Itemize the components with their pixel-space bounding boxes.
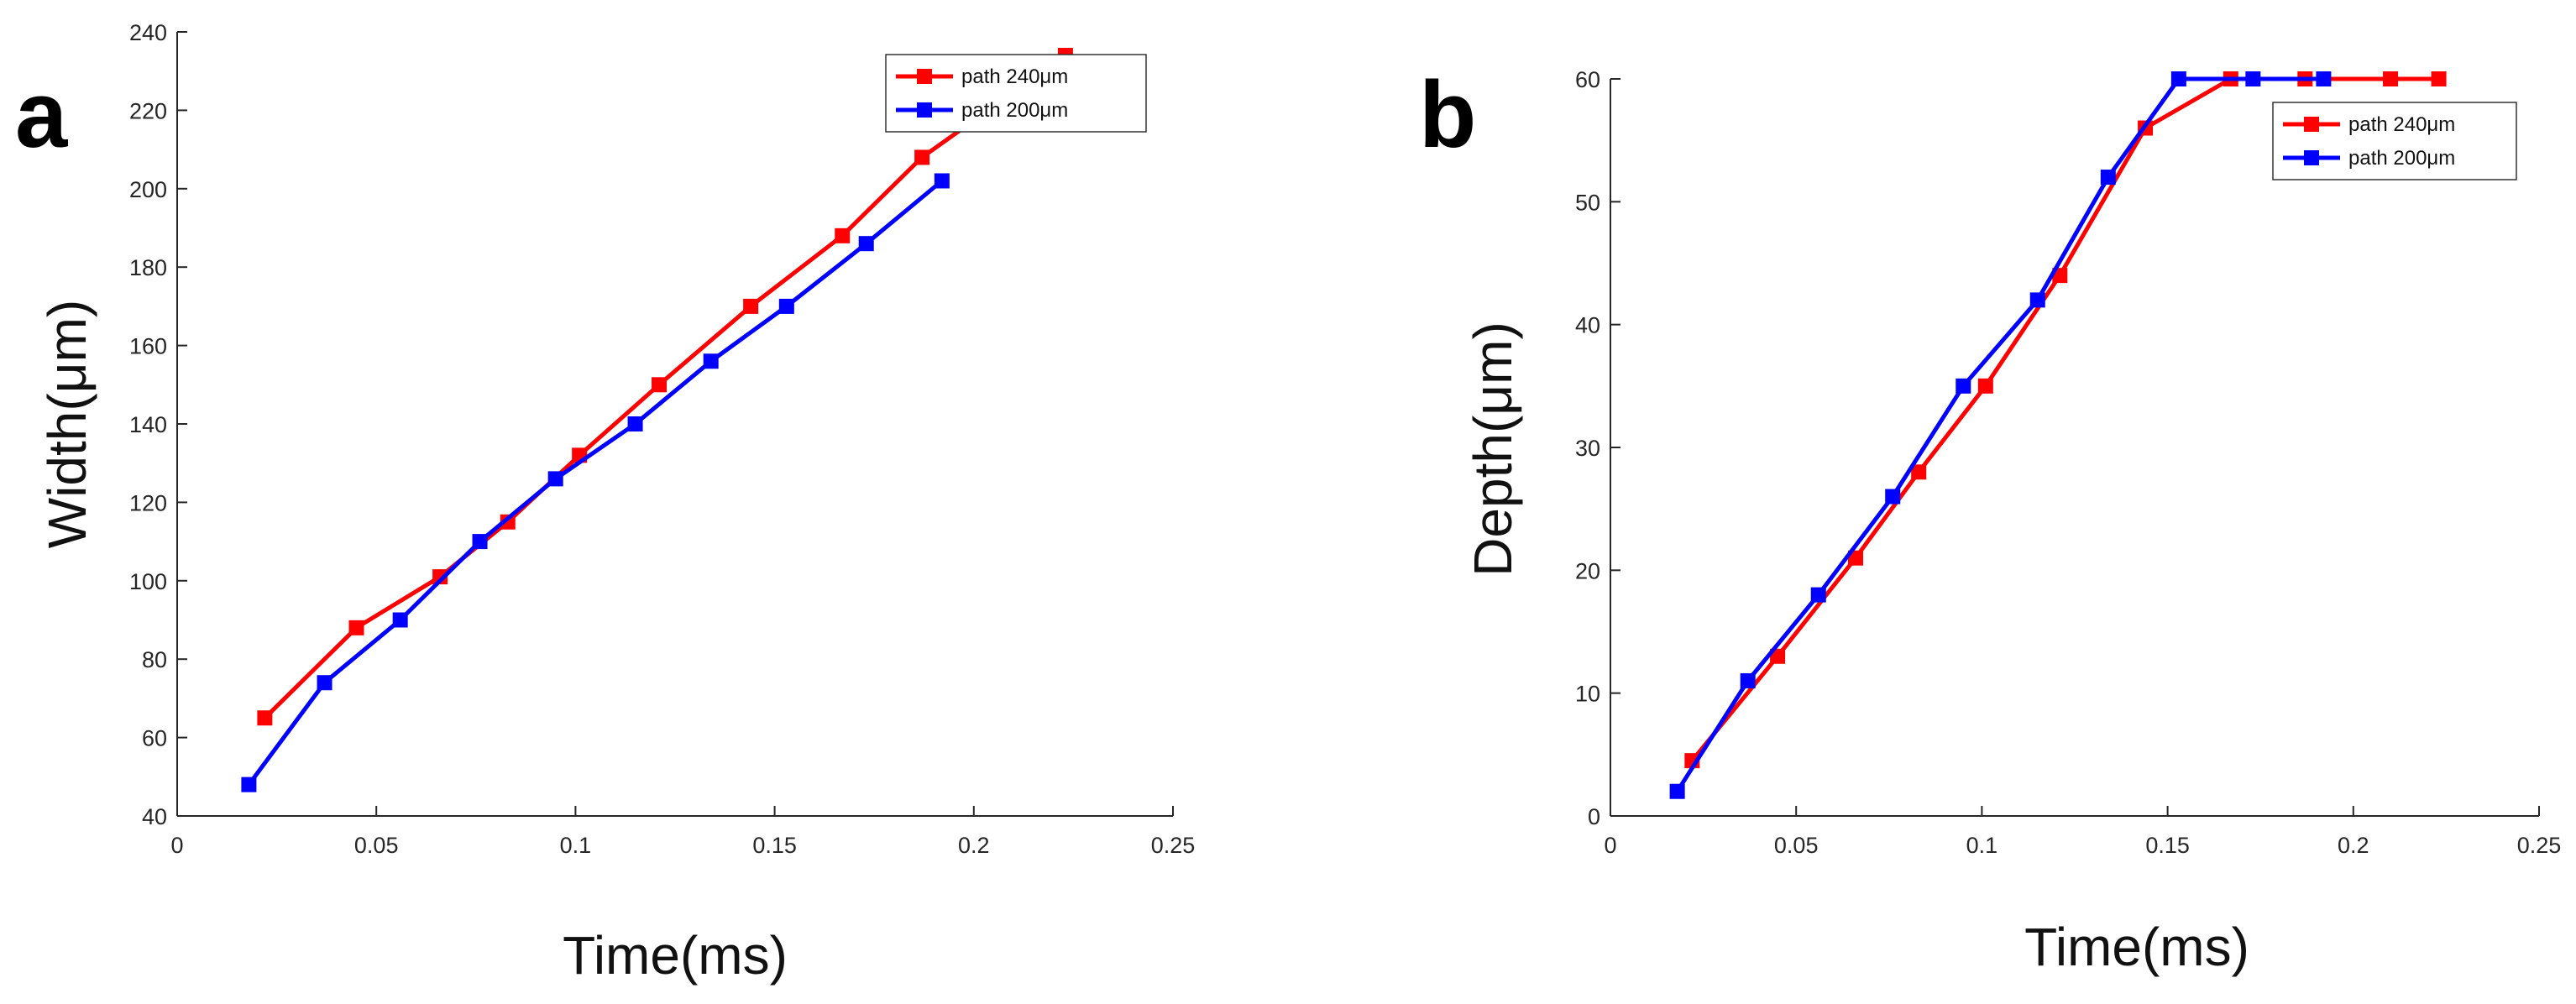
- data-point-marker: [392, 612, 408, 628]
- series-line-path-240: [1690, 76, 2439, 762]
- y-tick-label: 30: [1575, 436, 1600, 461]
- data-point-marker: [1810, 587, 1826, 603]
- legend-entry-label: path 200μm: [2348, 147, 2455, 170]
- y-tick-label: 60: [1575, 67, 1600, 92]
- y-tick-label: 0: [1588, 804, 1600, 829]
- legend: path 240μm path 200μm: [2272, 102, 2517, 180]
- x-tick-label: 0.1: [1966, 833, 1998, 858]
- data-point-marker: [2170, 71, 2186, 86]
- data-point-marker: [2316, 71, 2332, 86]
- data-point-marker: [2100, 170, 2116, 186]
- data-point-marker: [1885, 489, 1901, 505]
- data-point-marker: [2029, 292, 2045, 308]
- data-point-marker: [934, 173, 950, 189]
- y-tick-label: 50: [1575, 190, 1600, 215]
- x-tick-label: 0.2: [958, 833, 990, 858]
- legend-swatch-marker: [2304, 150, 2319, 165]
- data-point-marker: [1956, 378, 1971, 394]
- y-tick-label: 200: [129, 177, 167, 202]
- panel-letter: b: [1419, 62, 1476, 167]
- legend-entry-label: path 200μm: [961, 99, 1068, 122]
- data-point-marker: [317, 675, 332, 691]
- legend-box: [2272, 102, 2517, 180]
- y-tick-label: 120: [129, 490, 167, 515]
- y-tick-label: 80: [142, 647, 167, 672]
- data-point-marker: [257, 710, 273, 726]
- x-tick-label: 0.05: [1774, 833, 1819, 858]
- x-tick-label: 0.15: [2145, 833, 2190, 858]
- x-tick-label: 0.25: [2517, 833, 2562, 858]
- x-axis-title: Time(ms): [563, 925, 788, 986]
- data-point-marker: [835, 227, 851, 243]
- data-point-marker: [432, 569, 448, 585]
- data-point-marker: [348, 620, 364, 635]
- legend-swatch-marker: [917, 69, 932, 84]
- series-line-path-240: [263, 53, 1067, 720]
- legend-swatch-marker: [2304, 117, 2319, 132]
- data-point-marker: [743, 298, 759, 314]
- data-point-marker: [1847, 550, 1863, 566]
- y-tick-label: 10: [1575, 682, 1600, 707]
- data-point-marker: [858, 236, 874, 252]
- y-tick-label: 100: [129, 569, 167, 594]
- series-line-path-200: [247, 179, 944, 787]
- y-tick-label: 60: [142, 726, 167, 751]
- y-tick-label: 240: [129, 20, 167, 45]
- y-tick-label: 40: [1575, 313, 1600, 338]
- data-point-marker: [2245, 71, 2261, 86]
- data-point-marker: [1911, 464, 1927, 480]
- data-point-marker: [1977, 378, 1993, 394]
- data-point-marker: [500, 514, 516, 530]
- data-point-marker: [778, 298, 794, 314]
- legend: path 240μm path 200μm: [885, 54, 1147, 133]
- x-tick-label: 0.05: [354, 833, 399, 858]
- data-point-marker: [2383, 71, 2399, 86]
- y-axis-title: Depth(μm): [1463, 322, 1523, 577]
- legend-swatch-marker: [917, 102, 932, 118]
- data-point-marker: [472, 534, 488, 550]
- y-tick-label: 140: [129, 412, 167, 437]
- data-point-marker: [1740, 673, 1756, 689]
- x-axis-title: Time(ms): [2024, 917, 2249, 977]
- y-tick-label: 220: [129, 98, 167, 123]
- data-point-marker: [547, 471, 563, 487]
- y-axis-title: Width(μm): [37, 300, 97, 548]
- x-tick-label: 0.25: [1151, 833, 1196, 858]
- data-point-marker: [703, 353, 719, 369]
- x-tick-label: 0.2: [2338, 833, 2369, 858]
- data-point-marker: [914, 149, 930, 165]
- data-point-marker: [652, 377, 668, 393]
- data-point-marker: [1669, 783, 1685, 799]
- data-point-marker: [2431, 71, 2447, 86]
- legend-entry-label: path 240μm: [961, 65, 1068, 88]
- legend-box: [885, 54, 1147, 133]
- legend-entry-label: path 240μm: [2348, 113, 2455, 136]
- y-tick-label: 160: [129, 334, 167, 359]
- y-tick-label: 40: [142, 804, 167, 829]
- panel-letter: a: [15, 62, 68, 167]
- y-tick-label: 180: [129, 255, 167, 280]
- data-point-marker: [241, 777, 257, 792]
- chart-panel-a: 0 0.05 0.1 0.15 0.2 0.25 40 60 80 100 120 140 160 180…: [15, 20, 1195, 986]
- chart-panel-b: 0 0.05 0.1 0.15 0.2 0.25 0 10 20 30 40 50 60 Time(ms)…: [1419, 62, 2561, 977]
- x-tick-label: 0.15: [752, 833, 797, 858]
- x-tick-label: 0.1: [560, 833, 592, 858]
- series-line-path-200: [1675, 76, 2324, 793]
- y-tick-label: 20: [1575, 558, 1600, 583]
- data-point-marker: [627, 416, 643, 431]
- x-tick-label: 0: [170, 833, 183, 858]
- x-tick-label: 0: [1604, 833, 1616, 858]
